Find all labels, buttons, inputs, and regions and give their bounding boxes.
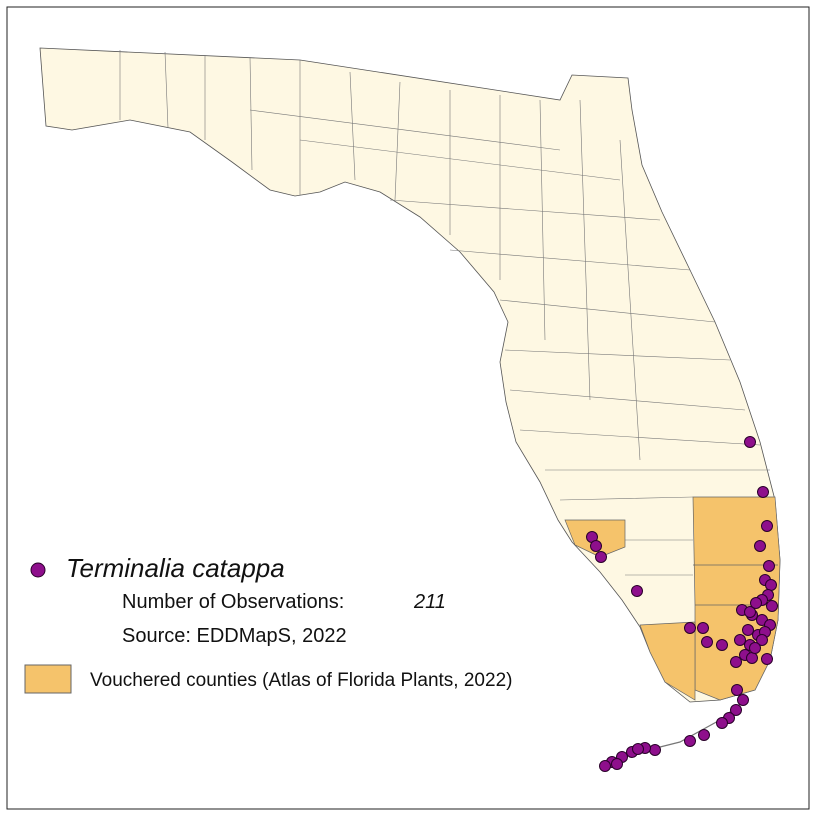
observation-point [701,636,713,648]
observation-point [697,622,709,634]
observation-point [744,606,756,618]
vouchered-legend: Vouchered counties (Atlas of Florida Pla… [90,670,512,691]
observation-point [731,684,743,696]
observation-point [632,743,644,755]
observation-point [763,560,775,572]
observation-point [716,717,728,729]
observation-point [611,758,623,770]
legend-species: Terminalia catappa [66,553,285,583]
legend-swatch [24,664,72,694]
observation-point [734,634,746,646]
observation-point [698,729,710,741]
observation-point [746,652,758,664]
observations [586,436,778,772]
observations-label: Number of Observations: [122,591,344,613]
observations-count: 211 [413,591,446,613]
observation-point [599,760,611,772]
observation-point [595,551,607,563]
observation-point [750,597,762,609]
observation-point [754,540,766,552]
observation-point [649,744,661,756]
vouchered-county [639,621,696,701]
observation-point [766,600,778,612]
observation-point [737,694,749,706]
observation-point [742,624,754,636]
observation-point [631,585,643,597]
county-lines [119,50,770,576]
legend-symbol [30,562,46,578]
observation-point [761,653,773,665]
observation-point [730,656,742,668]
observation-point [730,704,742,716]
observation-point [716,639,728,651]
observation-point [590,540,602,552]
source: Source: EDDMapS, 2022 [122,625,347,647]
observation-point [744,436,756,448]
observation-point [756,634,768,646]
observation-point [684,622,696,634]
observation-point [749,642,761,654]
observation-point [684,735,696,747]
observation-point [761,520,773,532]
observation-point [757,486,769,498]
observation-point [765,579,777,591]
